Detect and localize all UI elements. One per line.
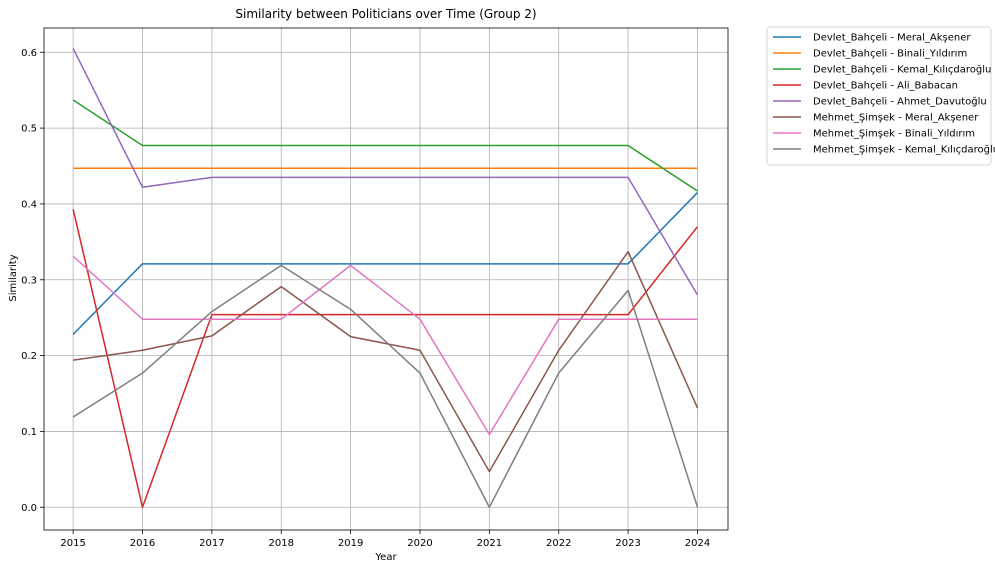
x-tick-label: 2021: [477, 538, 502, 549]
legend: Devlet_Bahçeli - Meral_Akşener Devlet_Bah…: [766, 26, 995, 166]
legend-label: Devlet_Bahçeli - Binali_Yıldırım: [813, 49, 967, 60]
y-tick-label: 0.2: [21, 351, 37, 362]
x-tick-label: 2020: [407, 538, 432, 549]
legend-box: [766, 26, 992, 166]
y-axis-label: Similarity: [8, 254, 19, 301]
x-tick-label: 2023: [615, 538, 640, 549]
series-line-3: [72, 99, 698, 192]
y-axis-ticks: 0.0 0.1 0.2 0.3 0.4 0.5 0.6: [21, 48, 44, 514]
chart-title: Similarity between Politicians over Time…: [235, 7, 536, 21]
x-tick-label: 2022: [546, 538, 571, 549]
series-line-1: [72, 192, 699, 335]
x-tick-label: 2018: [269, 538, 294, 549]
y-tick-label: 0.6: [21, 48, 37, 59]
grid: [44, 28, 728, 530]
legend-label: Devlet_Bahçeli - Ali_Babacan: [813, 81, 958, 92]
y-tick-label: 0.5: [21, 124, 37, 135]
x-tick-label: 2017: [199, 538, 224, 549]
legend-label: Mehmet_Şimşek - Kemal_Kılıçdaroğlu: [813, 144, 995, 156]
series-line-5: [72, 48, 699, 296]
legend-label: Devlet_Bahçeli - Kemal_Kılıçdaroğlu: [813, 64, 991, 76]
legend-label: Mehmet_Şimşek - Binali_Yıldırım: [813, 129, 975, 140]
y-tick-label: 0.0: [21, 503, 37, 514]
x-tick-label: 2019: [338, 538, 363, 549]
legend-label: Devlet_Bahçeli - Ahmet_Davutoğlu: [813, 96, 987, 108]
x-tick-label: 2015: [60, 538, 85, 549]
x-tick-label: 2016: [130, 538, 155, 549]
series-lines: [72, 48, 699, 508]
legend-label: Mehmet_Şimşek - Meral_Akşener: [813, 113, 979, 124]
series-line-8: [72, 264, 699, 508]
series-line-7: [72, 255, 698, 436]
legend-label: Devlet_Bahçeli - Meral_Akşener: [813, 33, 971, 44]
series-line-4: [72, 209, 699, 508]
y-tick-label: 0.1: [21, 427, 37, 438]
y-tick-label: 0.3: [21, 275, 37, 286]
x-axis-ticks: 2015 2016 2017 2018 2019 2020 2021 2022 2023 2024: [60, 530, 710, 549]
y-tick-label: 0.4: [21, 199, 37, 210]
x-axis-label: Year: [374, 552, 397, 563]
x-tick-label: 2024: [685, 538, 710, 549]
plot-frame: [43, 27, 729, 531]
